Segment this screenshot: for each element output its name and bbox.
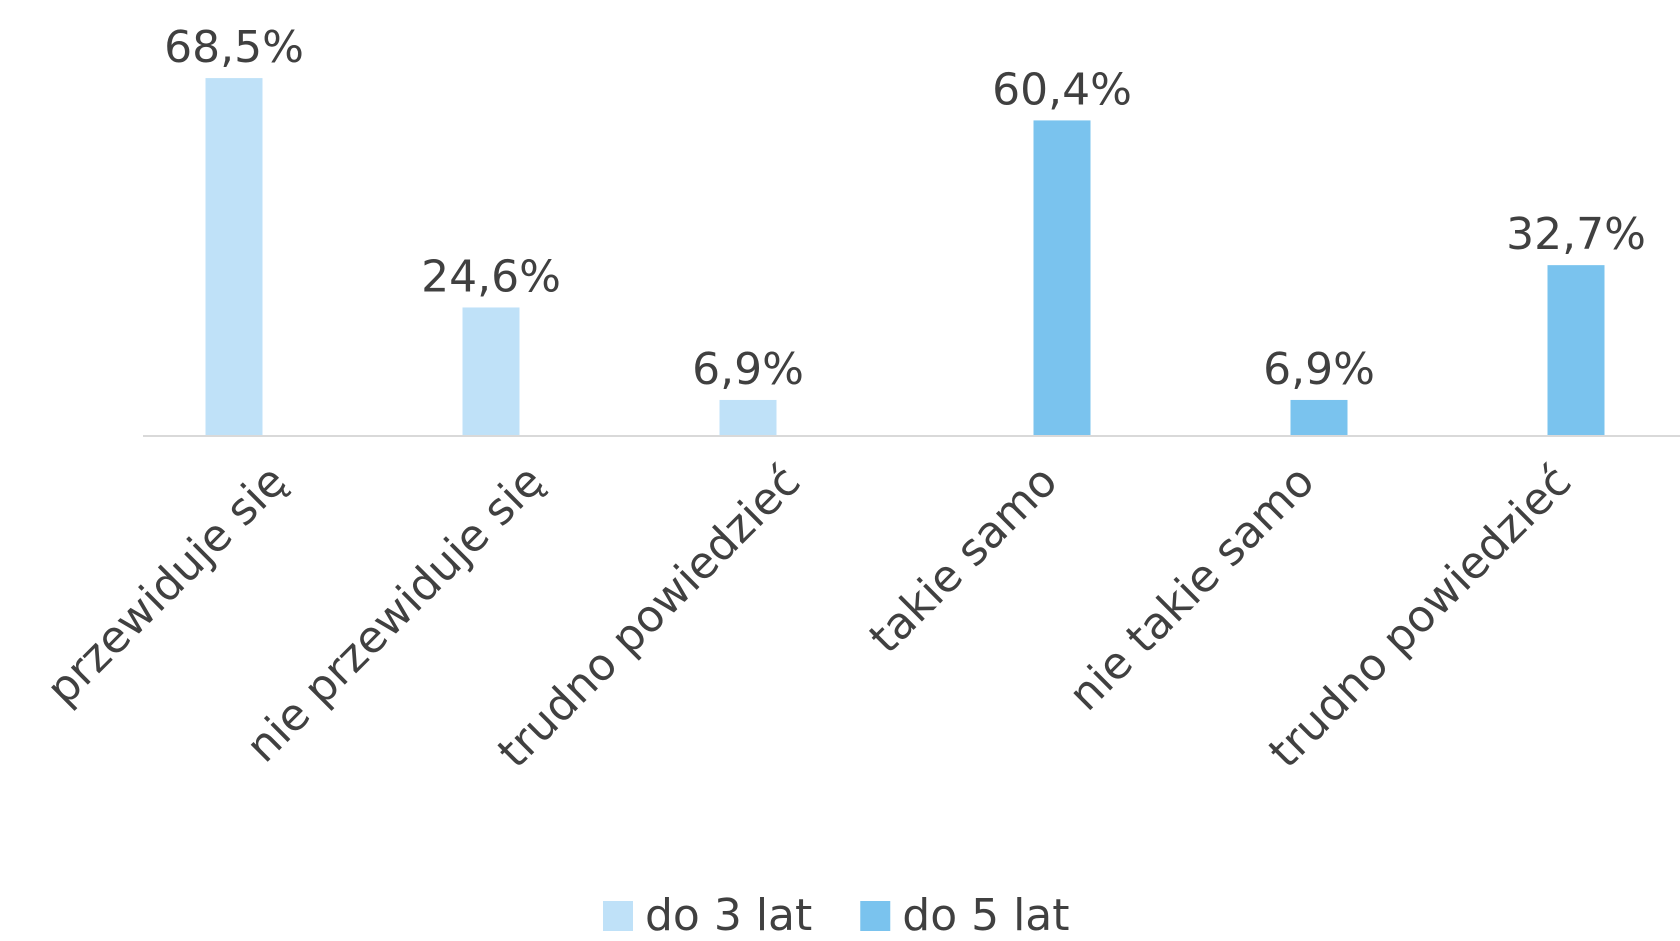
data-label: 6,9% [692, 344, 804, 395]
bar [205, 78, 263, 437]
x-tick-label: takie samo [860, 456, 1068, 664]
x-tick-label: nie takie samo [1059, 456, 1324, 721]
legend-label: do 3 lat [645, 890, 812, 941]
data-label: 32,7% [1506, 209, 1646, 260]
bar [1547, 265, 1605, 436]
legend-label: do 5 lat [902, 890, 1069, 941]
bar [1033, 120, 1091, 436]
data-label: 60,4% [992, 64, 1132, 115]
data-label: 68,5% [164, 22, 304, 73]
legend-swatch [603, 901, 633, 931]
bar [719, 399, 777, 436]
bar [462, 307, 520, 436]
data-label: 24,6% [421, 251, 561, 302]
x-tick-label: przewiduje się [37, 456, 296, 715]
legend-swatch [860, 901, 891, 931]
data-label: 6,9% [1263, 344, 1375, 395]
bar [1290, 399, 1348, 436]
